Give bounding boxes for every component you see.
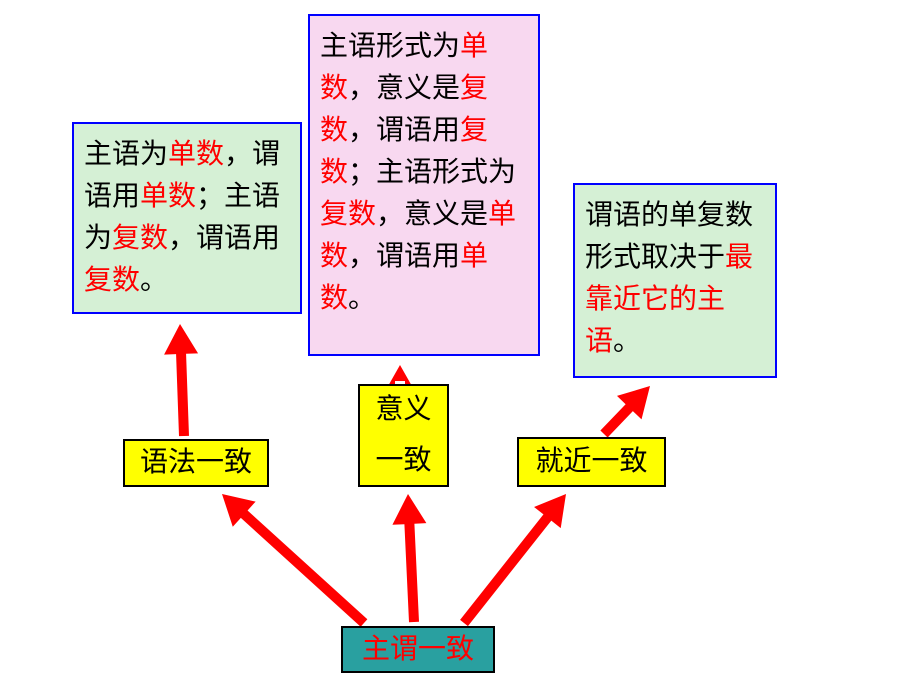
arrow (460, 494, 566, 626)
root-subject-predicate-agreement: 主谓一致 (341, 626, 495, 673)
label-proximity-agreement: 就近一致 (517, 437, 666, 487)
arrow (600, 386, 650, 437)
label-text: 语法一致 (140, 442, 252, 484)
root-text: 主谓一致 (362, 629, 474, 671)
label-grammar-agreement: 语法一致 (123, 439, 269, 487)
arrow (392, 494, 426, 622)
label-notional-agreement: 意义一致 (358, 384, 449, 487)
desc-grammar-agreement: 主语为单数，谓语用单数；主语为复数，谓语用复数。 (72, 122, 302, 314)
desc-proximity-agreement: 谓语的单复数形式取决于最靠近它的主语。 (573, 183, 777, 378)
arrow (164, 324, 198, 436)
label-text: 就近一致 (535, 441, 647, 483)
desc-notional-agreement: 主语形式为单数，意义是复数，谓语用复数；主语形式为复数，意义是单数，谓语用单数。 (308, 14, 540, 356)
label-text: 意义一致 (364, 385, 443, 486)
arrow (222, 494, 367, 627)
